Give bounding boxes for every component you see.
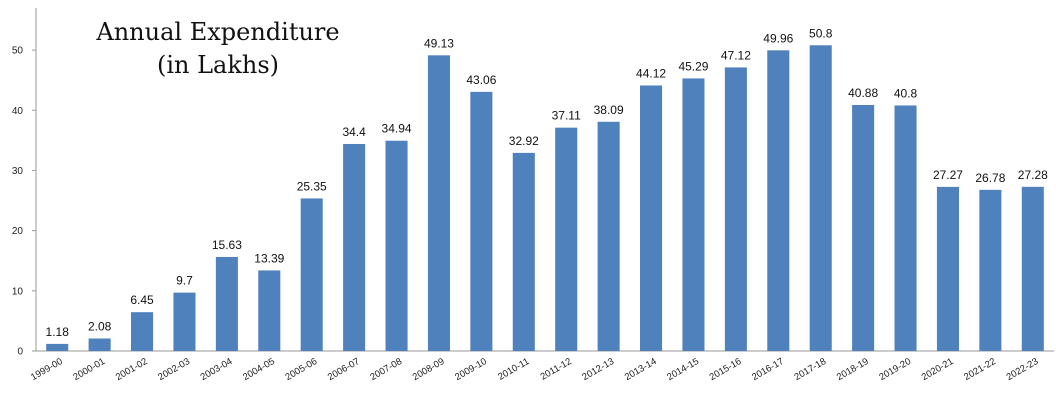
- x-category-label: 2009-10: [453, 356, 489, 383]
- bar-2009-10: [470, 91, 493, 352]
- bar-1999-00: [46, 343, 69, 351]
- bar-2010-11: [512, 152, 535, 351]
- data-label-2004-05: 13.39: [254, 251, 284, 265]
- bar-2021-22: [979, 189, 1002, 351]
- data-label-2001-02: 6.45: [130, 293, 154, 307]
- y-tick-label: 30: [12, 166, 24, 177]
- y-tick-label: 10: [12, 286, 24, 297]
- bar-2007-08: [385, 140, 408, 351]
- x-category-label: 2022-23: [1005, 356, 1041, 383]
- data-label-2002-03: 9.7: [176, 274, 193, 288]
- x-category-label: 2016-17: [750, 356, 786, 383]
- data-label-2016-17: 49.96: [763, 31, 793, 45]
- data-label-2014-15: 45.29: [678, 59, 708, 73]
- x-category-label: 2020-21: [920, 356, 956, 383]
- bar-2020-21: [936, 186, 959, 351]
- data-label-2005-06: 25.35: [297, 179, 327, 193]
- data-label-2020-21: 27.27: [933, 168, 963, 182]
- y-tick-label: 20: [12, 226, 24, 237]
- bar-2006-07: [343, 143, 366, 351]
- bars: [46, 45, 1044, 352]
- data-label-2008-09: 49.13: [424, 36, 454, 50]
- bar-2017-18: [809, 45, 832, 351]
- data-label-2003-04: 15.63: [212, 238, 242, 252]
- data-label-2018-19: 40.88: [848, 86, 878, 100]
- data-label-1999-00: 1.18: [46, 325, 70, 339]
- x-category-label: 2018-19: [835, 356, 871, 383]
- data-labels: 1.18 2.08 6.45 9.7 15.63 13.39 25.35 34.4 34.94 4…: [46, 26, 1049, 339]
- x-category-label: 2007-08: [368, 356, 404, 383]
- data-label-2011-12: 37.11: [552, 109, 581, 123]
- y-ticks: 0 10 20 30 40 50: [12, 46, 36, 358]
- data-label-2000-01: 2.08: [88, 319, 112, 333]
- data-label-2006-07: 34.4: [342, 125, 366, 139]
- data-label-2009-10: 43.06: [466, 73, 496, 87]
- data-label-2019-20: 40.8: [894, 86, 918, 100]
- data-label-2021-22: 26.78: [975, 171, 1005, 185]
- x-category-label: 2014-15: [665, 356, 701, 383]
- bar-2012-13: [597, 121, 620, 351]
- data-label-2022-23: 27.28: [1018, 168, 1048, 182]
- x-category-label: 2010-11: [496, 356, 531, 383]
- x-category-label: 2008-09: [411, 356, 447, 383]
- x-category-label: 2002-03: [156, 356, 192, 383]
- x-category-label: 2000-01: [71, 356, 107, 383]
- chart-title-line-1: Annual Expenditure: [95, 18, 339, 46]
- x-category-label: 2011-12: [539, 356, 574, 383]
- data-label-2013-14: 44.12: [636, 66, 666, 80]
- bar-2005-06: [300, 198, 323, 351]
- bar-2019-20: [894, 105, 917, 351]
- data-label-2015-16: 47.12: [721, 48, 751, 62]
- data-label-2010-11: 32.92: [509, 134, 539, 148]
- x-category-label: 2012-13: [580, 356, 616, 383]
- x-category-label: 2013-14: [623, 356, 659, 383]
- x-category-label: 2017-18: [793, 356, 829, 383]
- x-category-label: 2003-04: [199, 356, 235, 383]
- bar-2004-05: [258, 270, 281, 351]
- y-tick-label: 50: [12, 46, 24, 57]
- bar-2022-23: [1021, 186, 1044, 351]
- bar-2016-17: [767, 50, 790, 351]
- x-category-label: 2005-06: [284, 356, 320, 383]
- x-category-label: 2021-22: [962, 356, 998, 383]
- bar-2001-02: [131, 312, 154, 351]
- chart-title-line-2: (in Lakhs): [157, 51, 279, 79]
- x-category-label: 2006-07: [326, 356, 362, 383]
- y-tick-label: 40: [12, 106, 24, 117]
- x-category-labels: 1999-00 2000-01 2001-02 2002-03 2003-04 2004-…: [29, 356, 1040, 383]
- data-label-2012-13: 38.09: [594, 103, 624, 117]
- data-label-2007-08: 34.94: [382, 122, 412, 136]
- bar-2000-01: [88, 338, 111, 351]
- bar-2014-15: [682, 78, 705, 351]
- bar-2002-03: [173, 292, 196, 351]
- bar-2015-16: [724, 67, 747, 351]
- chart-title: Annual Expenditure (in Lakhs): [95, 18, 339, 79]
- x-category-label: 2019-20: [877, 356, 913, 383]
- bar-2013-14: [640, 85, 663, 352]
- bar-2008-09: [427, 55, 450, 352]
- x-category-label: 1999-00: [29, 356, 65, 383]
- y-tick-label: 0: [17, 347, 23, 358]
- x-category-label: 2015-16: [708, 356, 744, 383]
- axes: [35, 8, 1054, 352]
- data-label-2017-18: 50.8: [809, 26, 833, 40]
- x-category-label: 2001-02: [114, 356, 150, 383]
- bar-2018-19: [852, 104, 875, 351]
- x-category-label: 2004-05: [241, 356, 277, 383]
- bar-2011-12: [555, 127, 578, 351]
- bar-2003-04: [215, 256, 238, 351]
